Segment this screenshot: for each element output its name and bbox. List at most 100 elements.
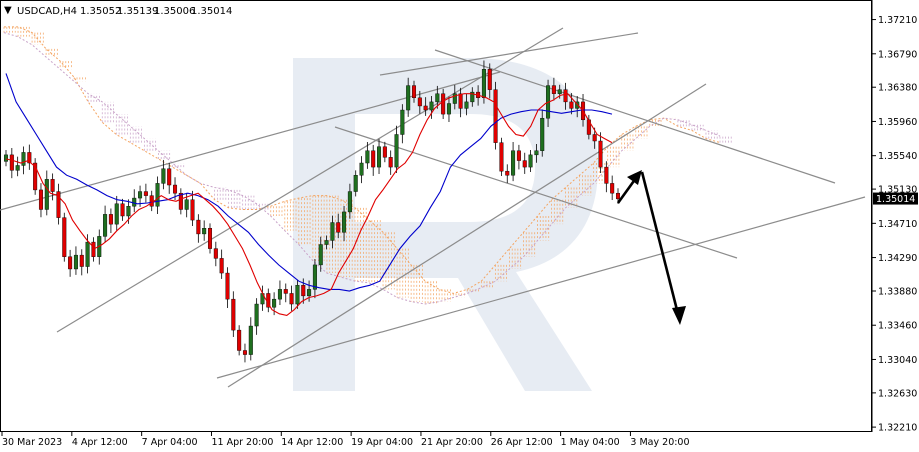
trendline-down-lower	[334, 126, 738, 259]
candle-body	[21, 152, 26, 166]
candle-body	[458, 93, 463, 109]
candle-body	[563, 89, 568, 103]
candle-body	[353, 175, 358, 192]
candle-body	[91, 241, 96, 257]
x-tick-label: 4 Apr 12:00	[72, 437, 128, 448]
candle-body	[126, 206, 131, 217]
y-tick-label: 1.32210	[878, 423, 917, 434]
forecast-arrows	[616, 170, 686, 325]
y-tick-label: 1.35130	[878, 185, 917, 196]
y-tick-label: 1.34710	[878, 219, 917, 230]
candle-body	[441, 93, 446, 115]
trend-lines	[0, 27, 866, 388]
candle-body	[411, 85, 417, 99]
trendline-support-long	[216, 196, 866, 379]
candle-body	[295, 285, 300, 305]
candle-body	[493, 89, 498, 143]
y-tick-label: 1.36380	[878, 83, 917, 94]
candle-body	[178, 192, 183, 210]
time-axis: 30 Mar 2023 4 Apr 12:00 7 Apr 04:00 11 Apr …	[1, 432, 690, 448]
candle-body	[38, 189, 43, 210]
y-tick-label: 1.35540	[878, 151, 917, 162]
x-tick-label: 14 Apr 12:00	[281, 437, 343, 448]
candle-body	[446, 103, 451, 115]
candle-body	[423, 105, 428, 111]
trendline-channel-upper-a	[0, 71, 501, 211]
price-axis: 1.37210 1.36790 1.36380 1.35960 1.35540 1.351…	[872, 15, 918, 434]
candle-body	[487, 69, 492, 90]
candle-body	[219, 258, 224, 274]
candle-body	[481, 69, 486, 99]
candle-body	[464, 101, 469, 109]
forecast-arrow-down-head	[672, 306, 686, 325]
candle-body	[79, 254, 84, 267]
candle-body	[522, 160, 527, 168]
current-price-label: 1.35014	[876, 194, 915, 205]
candle-body	[207, 228, 213, 249]
x-tick-label: 26 Apr 12:00	[491, 437, 553, 448]
candle-body	[33, 162, 38, 191]
forecast-arrow-up-line	[616, 177, 638, 204]
candle-body	[68, 256, 73, 270]
current-price-label-bg	[873, 192, 918, 205]
y-tick-label: 1.34290	[878, 253, 917, 264]
candle-body	[254, 303, 259, 327]
candle-body	[569, 101, 574, 109]
candle-body	[237, 329, 242, 351]
candle-body	[108, 214, 113, 225]
x-tick-label: 30 Mar 2023	[2, 437, 62, 448]
candle-body	[50, 179, 55, 192]
candle-body	[470, 91, 475, 103]
candle-body	[382, 146, 387, 158]
header-marker[interactable]: ▼	[4, 5, 12, 16]
ichimoku-lines	[5, 73, 613, 316]
candle-body	[610, 183, 615, 194]
candle-body	[330, 222, 335, 241]
candle-body	[103, 214, 108, 237]
candle-body	[56, 191, 61, 218]
senkou-span-b	[3, 32, 721, 305]
header-close: 1.35014	[191, 6, 232, 17]
candle-body	[190, 199, 195, 221]
candle-body	[435, 93, 440, 103]
header-open: 1.35052	[80, 6, 121, 17]
candle-body	[27, 152, 32, 164]
candle-body	[505, 170, 510, 176]
candle-body	[149, 195, 154, 207]
candle-body	[85, 241, 90, 267]
x-tick-label: 21 Apr 20:00	[421, 437, 483, 448]
candle-body	[114, 203, 119, 225]
candle-body	[336, 222, 341, 233]
candles	[3, 60, 621, 363]
candle-body	[511, 150, 516, 176]
candle-body	[184, 199, 189, 210]
candle-body	[394, 134, 399, 168]
candle-body	[283, 289, 288, 294]
candle-body	[196, 219, 201, 235]
candle-body	[592, 134, 597, 142]
candle-body	[516, 150, 521, 161]
candle-body	[120, 203, 125, 217]
x-tick-label: 3 May 20:00	[630, 437, 689, 448]
candle-body	[534, 150, 539, 156]
forecast-arrow-up-head	[627, 170, 642, 185]
candle-body	[307, 289, 312, 297]
y-tick-label: 1.33880	[878, 286, 917, 297]
candle-body	[173, 184, 178, 194]
candle-body	[167, 168, 172, 186]
candle-body	[406, 85, 411, 111]
kijun-sen-line	[5, 73, 613, 292]
header-low: 1.35006	[154, 6, 195, 17]
candle-body	[615, 192, 621, 200]
candle-body	[400, 109, 405, 135]
trendline-channel-upper-b	[56, 27, 564, 333]
candle-body	[161, 168, 166, 184]
candle-body	[377, 146, 382, 168]
x-tick-label: 11 Apr 20:00	[211, 437, 273, 448]
candle-body	[15, 165, 20, 171]
candle-body	[318, 244, 323, 266]
header-symbol: USDCAD,H4	[17, 6, 77, 17]
trendline-down-upper	[434, 49, 836, 184]
y-tick-label: 1.36790	[878, 49, 917, 60]
